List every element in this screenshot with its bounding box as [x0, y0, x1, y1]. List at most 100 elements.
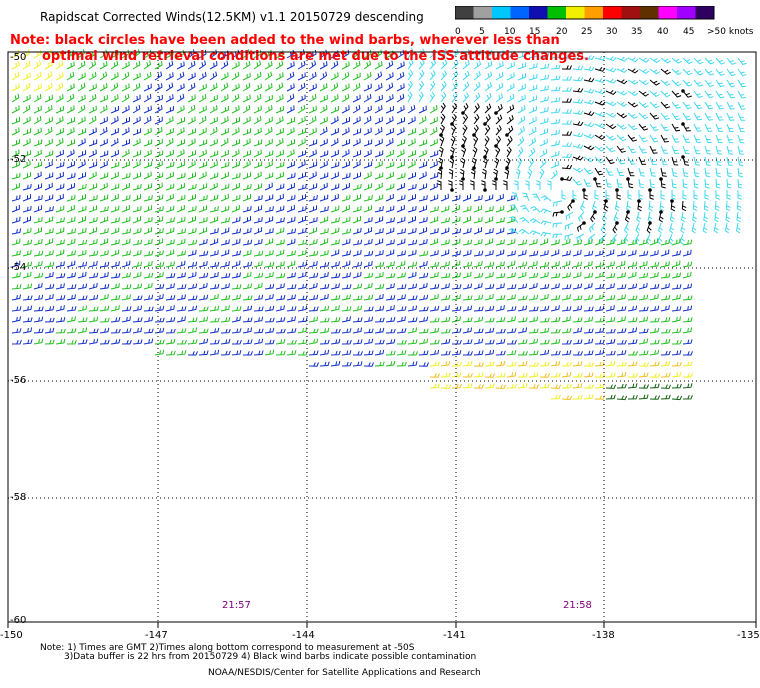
wind-barb — [693, 156, 700, 166]
quality-flag-dot — [472, 133, 476, 137]
wind-barb — [308, 183, 318, 191]
wind-barb — [605, 350, 616, 356]
wind-barb — [407, 194, 416, 202]
wind-barb — [572, 271, 582, 279]
wind-barb — [352, 72, 361, 81]
wind-barb — [660, 294, 671, 301]
wind-barb — [220, 239, 230, 246]
wind-barb — [605, 338, 616, 345]
wind-barb — [55, 316, 66, 323]
wind-barb — [220, 294, 231, 301]
wind-barb — [396, 61, 405, 70]
wind-barb — [253, 250, 264, 257]
wind-barb — [330, 249, 340, 257]
wind-barb — [209, 261, 220, 268]
wind-barb — [242, 72, 251, 81]
wind-barb — [649, 123, 659, 132]
wind-barb — [484, 339, 495, 345]
wind-barb — [176, 350, 187, 356]
wind-barb — [264, 317, 275, 323]
wind-barb — [88, 139, 98, 147]
scale-swatch — [547, 6, 567, 19]
wind-barb — [352, 150, 362, 158]
wind-barb — [616, 361, 627, 367]
wind-barb — [737, 145, 744, 155]
wind-barb — [703, 200, 709, 212]
wind-barb — [132, 283, 143, 290]
wind-barb — [495, 350, 506, 356]
wind-barb — [198, 227, 208, 235]
wind-barb — [55, 217, 65, 224]
wind-barb — [352, 194, 361, 202]
wind-barb — [495, 103, 503, 114]
wind-barb — [33, 272, 44, 279]
wind-barb — [352, 295, 363, 301]
wind-barb — [528, 106, 537, 114]
wind-barb — [726, 57, 736, 65]
wind-barb — [671, 306, 682, 312]
wind-barb — [671, 178, 677, 189]
lat-lon-grid — [7, 52, 757, 628]
wind-barb — [539, 117, 549, 125]
wind-barb — [448, 168, 454, 180]
wind-barb — [737, 90, 746, 99]
wind-barb — [418, 171, 427, 180]
wind-barb — [22, 160, 31, 169]
wind-barb — [605, 261, 615, 268]
wind-barb — [623, 233, 629, 245]
credit-line: NOAA/NESDIS/Center for Satellite Applica… — [208, 668, 481, 678]
wind-barb — [77, 271, 87, 279]
wind-barb — [176, 216, 186, 224]
wind-barb — [297, 60, 306, 70]
wind-barb — [198, 282, 208, 290]
wind-barb — [187, 261, 198, 268]
wind-barb — [286, 328, 297, 334]
wind-barb — [396, 328, 407, 334]
wind-barb — [176, 93, 185, 103]
wind-barb — [121, 93, 130, 103]
wind-barb — [495, 283, 505, 290]
wind-barb — [616, 272, 626, 279]
wind-barb — [583, 88, 595, 94]
wind-barb — [627, 239, 638, 246]
wind-barb — [583, 167, 594, 175]
wind-barb — [330, 350, 341, 356]
wind-barb — [638, 178, 645, 189]
wind-barb — [418, 91, 424, 103]
wind-barb — [616, 260, 626, 268]
wind-barb — [550, 338, 561, 345]
wind-barb — [187, 94, 196, 103]
wind-barb — [539, 138, 548, 147]
wind-barb — [22, 138, 31, 147]
wind-barb — [407, 261, 418, 268]
wind-barb — [11, 216, 21, 224]
wind-barb — [583, 145, 595, 151]
wind-barb — [231, 105, 240, 114]
wind-barb — [11, 105, 20, 114]
wind-barb — [275, 94, 284, 103]
wind-barb — [561, 176, 573, 181]
quality-flag-dot — [494, 144, 498, 148]
wind-barb — [418, 70, 425, 81]
wind-barb — [528, 116, 537, 125]
wind-barb — [198, 139, 208, 147]
scale-swatch — [584, 6, 604, 19]
wind-barb — [616, 112, 628, 119]
wind-barb — [341, 161, 350, 169]
wind-barb — [341, 194, 351, 202]
wind-barb — [121, 149, 130, 158]
wind-barb — [99, 305, 110, 312]
wind-barb — [506, 72, 515, 81]
wind-barb — [462, 216, 471, 224]
wind-barb — [165, 193, 174, 202]
wind-barb — [297, 216, 306, 224]
wind-barb — [649, 327, 660, 334]
wind-barb — [55, 283, 65, 290]
wind-barb — [242, 239, 253, 246]
wind-barb — [583, 394, 594, 400]
wind-barb — [594, 294, 604, 301]
wind-barb — [517, 105, 526, 114]
wind-barb — [231, 71, 240, 81]
wind-barb — [484, 317, 495, 323]
quality-flag-dot — [615, 221, 619, 225]
